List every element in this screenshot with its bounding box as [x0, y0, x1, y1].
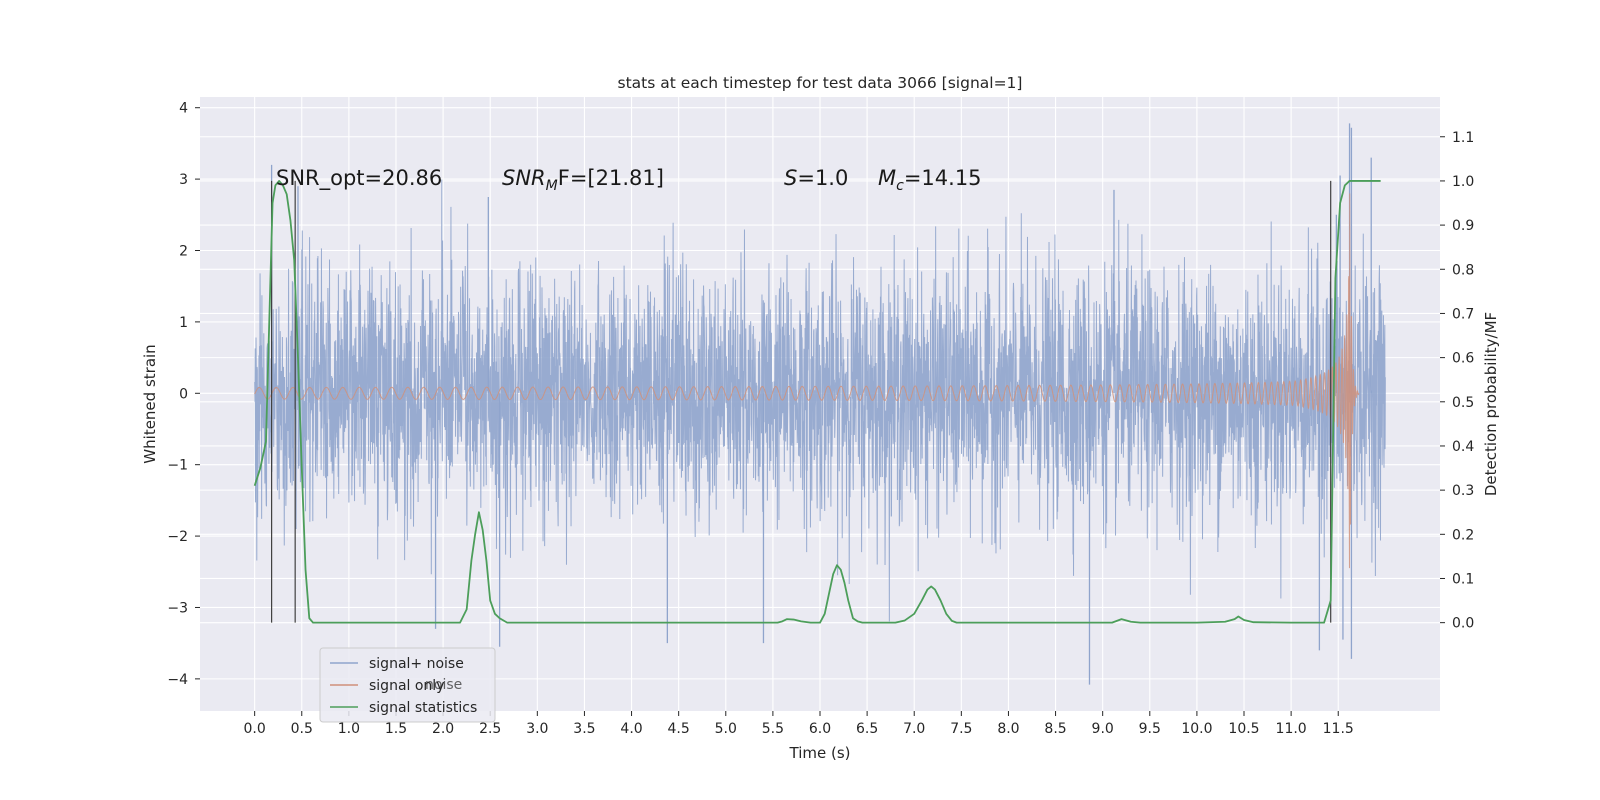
x-tick-label: 5.5: [762, 721, 784, 737]
x-tick-label: 7.0: [903, 721, 925, 737]
x-tick-label: 4.0: [620, 721, 642, 737]
y-right-tick-label: 1.0: [1452, 174, 1474, 190]
series-signal-only: [254, 193, 1360, 569]
x-tick-label: 8.5: [1044, 721, 1066, 737]
x-tick-label: 7.5: [950, 721, 972, 737]
x-tick-label: 0.5: [291, 721, 313, 737]
y-left-tick-label: 3: [179, 172, 188, 188]
x-tick-label: 8.0: [997, 721, 1019, 737]
annotation-mc-sub: c: [896, 178, 904, 194]
legend-label-statistics: signal statistics: [369, 700, 477, 716]
y-left-tick-label: −2: [167, 529, 188, 545]
x-tick-label: 10.5: [1228, 721, 1259, 737]
x-tick-label: 1.5: [385, 721, 407, 737]
y-right-tick-label: 0.9: [1452, 218, 1474, 234]
y-right-tick-label: 0.6: [1452, 351, 1474, 367]
y-right-tick-label: 0.2: [1452, 527, 1474, 543]
annotation-mc-var: M: [878, 166, 896, 190]
annotation-snr-mf-rest: F=[21.81]: [558, 166, 664, 190]
y-right-tick-label: 0.7: [1452, 306, 1474, 322]
x-tick-label: 3.5: [573, 721, 595, 737]
x-tick-label: 11.5: [1323, 721, 1354, 737]
annotation-s: S=1.0: [784, 166, 848, 190]
x-tick-label: 0.0: [244, 721, 266, 737]
y-axis-right-ticks: 0.0 0.1 0.2 0.3 0.4 0.5 0.6 0.7 0.8 0.9 1.0 1.1: [1440, 130, 1474, 632]
annotation-s-var: S: [784, 166, 797, 190]
legend-label-noise: signal+ noise: [369, 656, 464, 672]
x-tick-label: 6.0: [809, 721, 831, 737]
annotation-snr-mf-base: SNR: [502, 166, 546, 190]
annotation-mc: Mc=14.15: [878, 166, 982, 194]
annotation-snr-mf: SNRMF=[21.81]: [502, 166, 664, 194]
y-right-tick-label: 0.1: [1452, 571, 1474, 587]
y-right-tick-label: 0.5: [1452, 395, 1474, 411]
y-left-tick-label: 2: [179, 244, 188, 260]
probability-line: [253, 180, 1381, 624]
y-left-tick-label: 4: [179, 101, 188, 117]
chart-title: stats at each timestep for test data 306…: [618, 74, 1023, 92]
legend-box: [319, 647, 496, 723]
legend-label-signal: signal only: [369, 678, 444, 694]
x-tick-label: 3.0: [526, 721, 548, 737]
annotation-snr-mf-sub: M: [546, 178, 558, 194]
y-left-tick-label: −3: [167, 600, 188, 616]
y-right-tick-label: 0.4: [1452, 439, 1474, 455]
annotation-s-val: =1.0: [797, 166, 848, 190]
series-signal-statistics: [253, 180, 1381, 624]
y-left-tick-label: 0: [179, 386, 188, 402]
x-tick-label: 9.0: [1092, 721, 1114, 737]
y-axis-label-left: Whitened strain: [141, 344, 159, 463]
x-tick-label: 9.5: [1139, 721, 1161, 737]
x-tick-label: 11.0: [1276, 721, 1307, 737]
y-right-tick-label: 0.8: [1452, 262, 1474, 278]
y-right-tick-label: 0.0: [1452, 616, 1474, 632]
noise-line: [254, 179, 1386, 622]
x-tick-label: 6.5: [856, 721, 878, 737]
annotation-snr-opt: SNR_opt=20.86: [276, 166, 442, 191]
legend-ghost-text: noise: [425, 677, 462, 693]
y-axis-label-right: Detection probability/MF: [1482, 312, 1500, 496]
annotations: SNR_opt=20.86 SNRMF=[21.81] S=1.0 Mc=14.…: [276, 166, 982, 194]
annotation-mc-val: =14.15: [904, 166, 982, 190]
x-tick-label: 2.5: [479, 721, 501, 737]
x-tick-label: 2.0: [432, 721, 454, 737]
x-axis-ticks: 0.0 0.5 1.0 1.5 2.0 2.5 3.0 3.5 4.0 4.5 5.0 5.5 6.0 6…: [244, 711, 1354, 737]
y-right-tick-label: 0.3: [1452, 483, 1474, 499]
x-tick-label: 10.0: [1181, 721, 1212, 737]
x-axis-label: Time (s): [789, 744, 851, 762]
y-left-tick-label: −4: [167, 672, 188, 688]
y-left-tick-label: 1: [179, 315, 188, 331]
y-right-tick-label: 1.1: [1452, 130, 1474, 146]
x-tick-label: 1.0: [338, 721, 360, 737]
x-tick-label: 4.5: [668, 721, 690, 737]
y-left-tick-label: −1: [167, 458, 188, 474]
y-axis-left-ticks: −4 −3 −2 −1 0 1 2 3 4: [167, 101, 200, 688]
legend: noise signal+ noise signal only signal s…: [319, 647, 496, 723]
chirp-line: [254, 193, 1360, 569]
x-tick-label: 5.0: [715, 721, 737, 737]
